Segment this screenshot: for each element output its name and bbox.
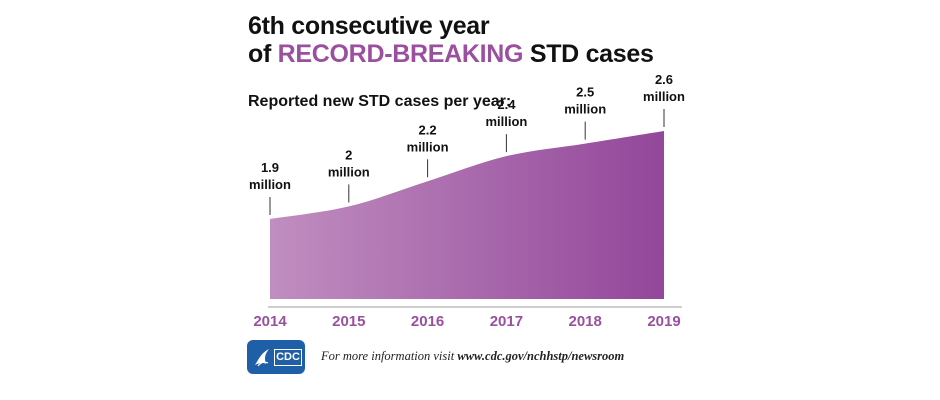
area-series xyxy=(270,131,664,299)
title-line-2: of RECORD-BREAKING STD cases xyxy=(248,40,654,68)
x-tick-label: 2016 xyxy=(411,313,444,330)
data-label-value: 2 xyxy=(345,147,352,162)
cdc-logo-text: CDC xyxy=(274,349,302,366)
title-prefix: of xyxy=(248,40,278,68)
x-tick-label: 2014 xyxy=(253,313,287,330)
chart-title: 6th consecutive year of RECORD-BREAKING … xyxy=(248,12,654,68)
chart-subtitle: Reported new STD cases per year: xyxy=(248,93,512,110)
title-suffix: STD cases xyxy=(523,40,654,68)
data-label-unit: million xyxy=(643,89,685,104)
title-accent: RECORD-BREAKING xyxy=(277,40,524,68)
title-line-1: 6th consecutive year xyxy=(248,12,490,40)
footer-url[interactable]: www.cdc.gov/nchhstp/newsroom xyxy=(457,349,625,363)
data-label-unit: million xyxy=(564,102,606,117)
data-label-unit: million xyxy=(485,114,527,129)
x-tick-label: 2017 xyxy=(490,313,523,330)
data-label-unit: million xyxy=(407,139,449,154)
x-tick-label: 2019 xyxy=(647,313,680,330)
data-label-value: 2.6 xyxy=(655,72,673,87)
data-label-value: 2.2 xyxy=(419,122,437,137)
footer-note: For more information visit www.cdc.gov/n… xyxy=(321,349,624,364)
data-label-value: 2.4 xyxy=(497,97,516,112)
x-tick-label: 2015 xyxy=(332,313,365,330)
data-label-value: 2.5 xyxy=(576,85,594,100)
hhs-eagle-icon xyxy=(255,349,269,367)
cdc-logo: CDC xyxy=(247,340,305,374)
data-label-value: 1.9 xyxy=(261,160,279,175)
data-label-unit: million xyxy=(249,177,291,192)
x-tick-label: 2018 xyxy=(569,313,602,330)
data-label-unit: million xyxy=(328,164,370,179)
footer-note-prefix: For more information visit xyxy=(321,349,458,363)
